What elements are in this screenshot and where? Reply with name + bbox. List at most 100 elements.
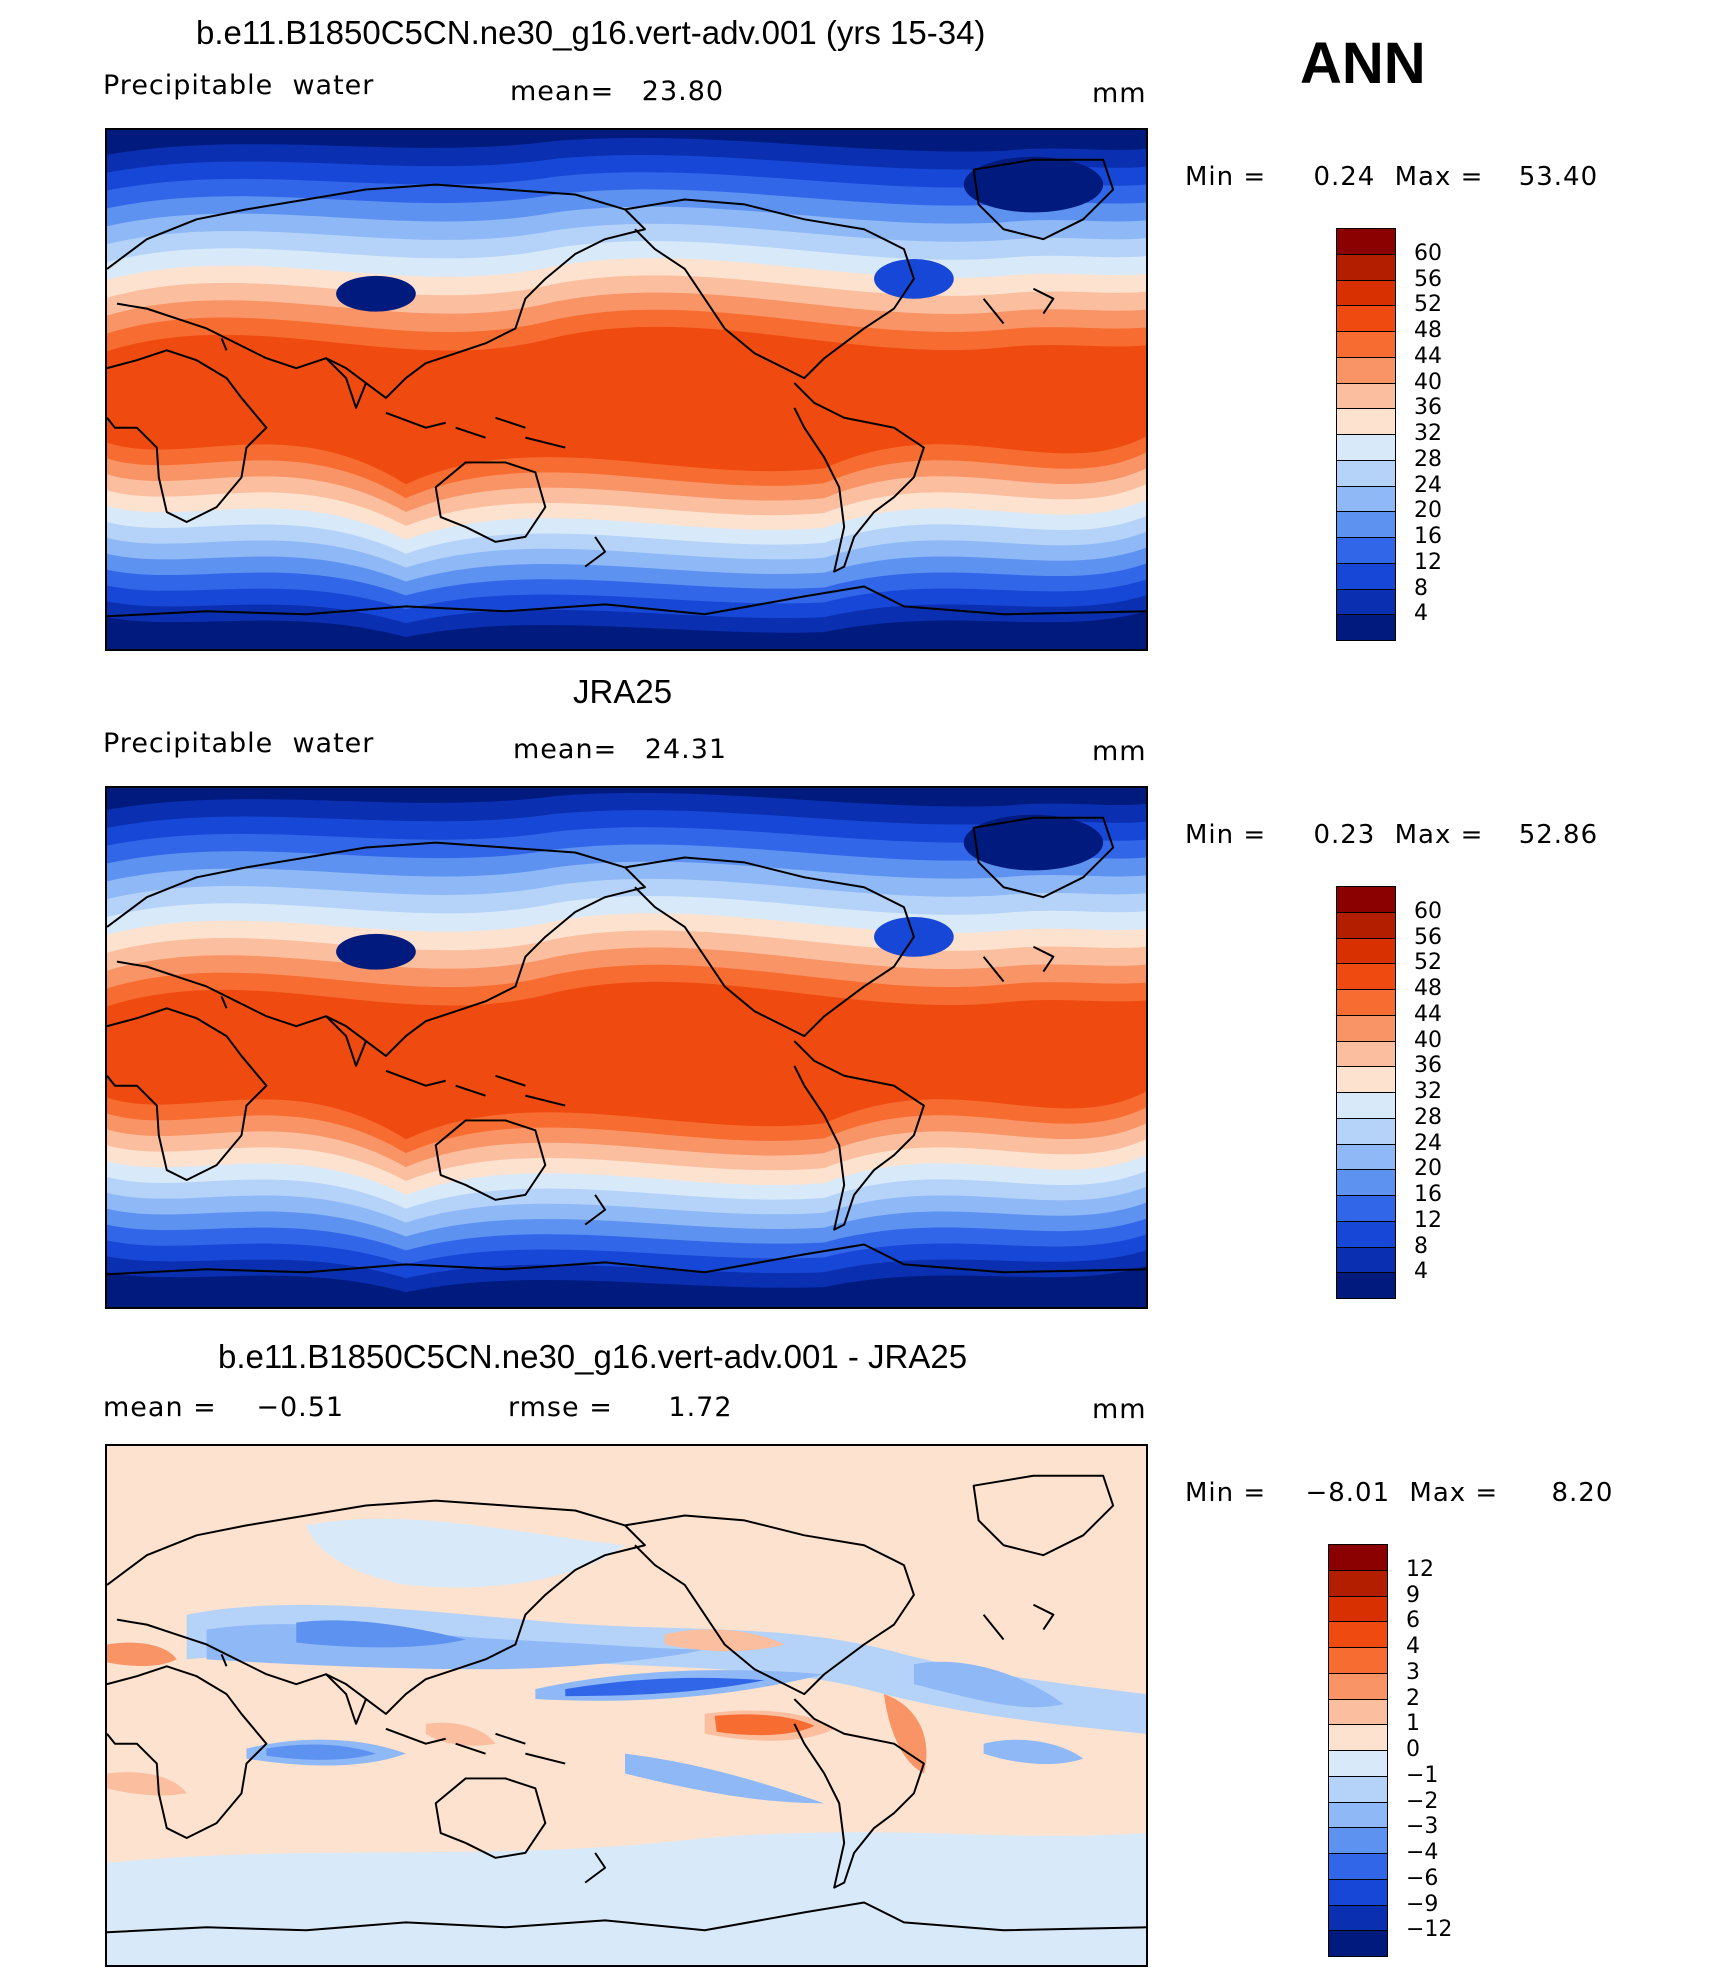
- colorbar-label: 44: [1414, 343, 1442, 369]
- colorbar-label: 56: [1414, 924, 1442, 950]
- panel-1-variable: Precipitable water: [103, 70, 375, 101]
- colorbar-label: 52: [1414, 292, 1442, 318]
- colorbar-label: 56: [1414, 266, 1442, 292]
- panel-1-max-value: 53.40: [1518, 162, 1599, 192]
- map-contour-band: [107, 326, 1146, 485]
- coastline: [793, 1040, 925, 1231]
- colorbar-label: 40: [1414, 369, 1442, 395]
- colorbar-label: −3: [1406, 1814, 1439, 1840]
- panel-2-title: JRA25: [573, 673, 673, 710]
- panel-3-title: b.e11.B1850C5CN.ne30_g16.vert-adv.001 - …: [218, 1338, 968, 1375]
- colorbar-label: 16: [1414, 524, 1442, 549]
- colorbar-swatch: [1336, 562, 1396, 590]
- panel-2-mean: mean= 24.31: [513, 734, 727, 765]
- coastline: [624, 856, 915, 1038]
- colorbar-swatch: [1336, 382, 1396, 410]
- panel-2-mean-label: mean=: [513, 734, 618, 765]
- panel-1-mean: mean= 23.80: [510, 76, 724, 107]
- colorbar-swatch: [1336, 1169, 1396, 1196]
- map-anomaly: [107, 1642, 177, 1667]
- colorbar-label: 2: [1406, 1685, 1420, 1711]
- colorbar-swatch: [1328, 1904, 1388, 1932]
- panel-3-min-label: Min =: [1185, 1478, 1267, 1508]
- panel-3-rmse: rmse = 1.72: [508, 1392, 733, 1423]
- panel-3-max-label: Max =: [1409, 1478, 1499, 1508]
- colorbar-label: −9: [1406, 1891, 1439, 1917]
- panel-3-max-value: 8.20: [1551, 1478, 1614, 1508]
- colorbar-swatch: [1328, 1595, 1388, 1623]
- colorbar-label: 3: [1406, 1659, 1420, 1685]
- panel-2-max-label: Max =: [1394, 820, 1484, 850]
- panel-3-rmse-value: 1.72: [668, 1392, 733, 1423]
- panel-3-mean: mean = −0.51: [103, 1392, 344, 1423]
- coastline: [434, 461, 547, 543]
- coastline: [434, 1777, 547, 1859]
- coastline: [325, 1673, 367, 1725]
- map-anomaly: [107, 1832, 1146, 1965]
- colorbar-swatch: [1336, 408, 1396, 435]
- colorbar-swatch: [1336, 1272, 1396, 1299]
- colorbar-swatch: [1336, 253, 1396, 281]
- panel-1-map-svg: [107, 130, 1146, 649]
- colorbar-label: 0: [1406, 1737, 1420, 1762]
- colorbar-swatch: [1328, 1724, 1388, 1751]
- panel-2-colorbar: 60 56 52 48 44 40 36 32 28 24 20 16 12 8 4: [1336, 886, 1442, 1299]
- colorbar-label: 20: [1414, 1156, 1442, 1182]
- map-anomaly: [884, 1694, 927, 1774]
- colorbar-swatch: [1336, 1092, 1396, 1119]
- colorbar-swatch: [1336, 1014, 1396, 1042]
- colorbar-label: 6: [1406, 1608, 1420, 1634]
- coastline: [107, 1243, 1146, 1276]
- colorbar-label: 16: [1414, 1182, 1442, 1207]
- colorbar-label: 4: [1414, 1259, 1428, 1285]
- panel-3-minmax: Min = −8.01 Max = 8.20: [1185, 1478, 1613, 1508]
- colorbar-swatch: [1336, 485, 1396, 513]
- map-anomaly: [714, 1714, 815, 1736]
- coastline: [107, 1901, 1146, 1934]
- coastline: [220, 287, 1055, 351]
- colorbar-swatch: [1336, 331, 1396, 358]
- panel-1-map: [105, 128, 1148, 651]
- colorbar-label: 24: [1414, 1130, 1442, 1156]
- coastline: [584, 1194, 607, 1226]
- colorbar-label: 1: [1406, 1711, 1420, 1737]
- colorbar-swatch: [1328, 1544, 1388, 1571]
- colorbar-label: −6: [1406, 1865, 1439, 1891]
- colorbar-label: 60: [1414, 898, 1442, 924]
- colorbar-swatch: [1328, 1775, 1388, 1803]
- map-anomaly: [296, 1620, 466, 1648]
- colorbar-label: 8: [1414, 575, 1428, 601]
- coastline: [385, 1727, 566, 1765]
- colorbar-swatch: [1336, 1195, 1396, 1222]
- panel-2-variable: Precipitable water: [103, 728, 375, 759]
- coastline: [107, 1007, 268, 1181]
- colorbar-label: −12: [1406, 1917, 1453, 1943]
- colorbar-label: −2: [1406, 1788, 1439, 1814]
- panel-1-minmax: Min = 0.24 Max = 53.40: [1185, 162, 1598, 192]
- coastline: [793, 1698, 925, 1889]
- coastline: [624, 198, 915, 380]
- colorbar-swatch: [1336, 937, 1396, 965]
- coastline: [220, 945, 1055, 1009]
- colorbar-label: 36: [1414, 395, 1442, 421]
- panel-3-mean-value: −0.51: [256, 1392, 345, 1423]
- coastline: [385, 411, 566, 449]
- colorbar-label: −1: [1406, 1762, 1439, 1788]
- colorbar-swatch: [1336, 1143, 1396, 1171]
- map-contour-band: [107, 981, 1146, 1140]
- colorbar-swatch: [1336, 588, 1396, 616]
- colorbar-swatch: [1328, 1853, 1388, 1880]
- colorbar-label: 8: [1414, 1233, 1428, 1259]
- coastline: [972, 158, 1115, 241]
- colorbar-label: 32: [1414, 1079, 1442, 1104]
- panel-2-units: mm: [1092, 736, 1147, 767]
- colorbar-swatch: [1336, 911, 1396, 939]
- panel-2-mean-value: 24.31: [644, 734, 728, 765]
- panel-3-units: mm: [1092, 1394, 1147, 1425]
- panel-3-mean-label: mean =: [103, 1392, 217, 1423]
- panel-3-rmse-label: rmse =: [508, 1392, 613, 1423]
- colorbar-label: 4: [1414, 601, 1428, 627]
- colorbar-swatch: [1336, 305, 1396, 332]
- colorbar-label: 32: [1414, 421, 1442, 446]
- panel-3-map: [105, 1444, 1148, 1967]
